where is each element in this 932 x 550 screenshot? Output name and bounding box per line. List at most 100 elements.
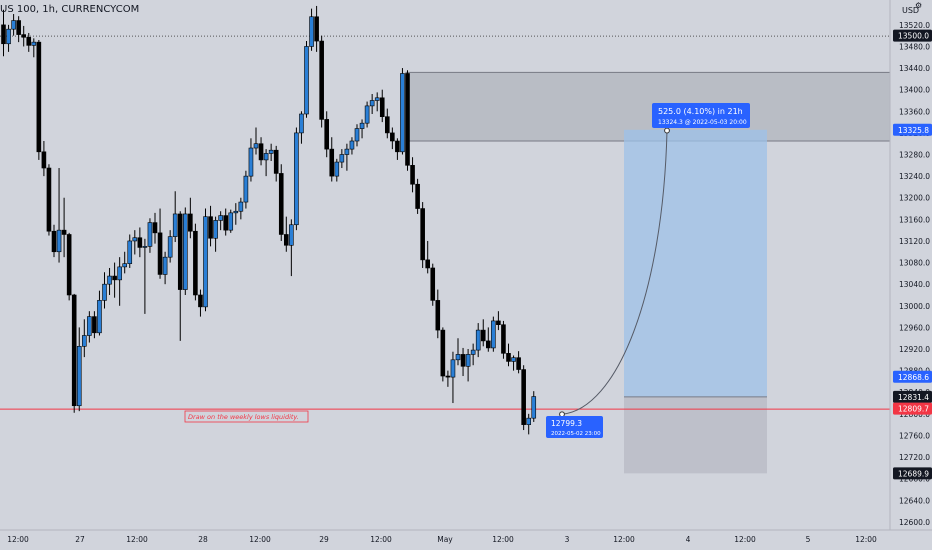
price-label-box xyxy=(893,29,932,42)
candle xyxy=(188,197,193,239)
candle-body xyxy=(450,359,456,378)
candle xyxy=(152,212,158,244)
candle xyxy=(97,290,102,336)
candle-body xyxy=(410,165,415,185)
candle xyxy=(56,168,62,263)
candle xyxy=(76,327,82,412)
candle-body xyxy=(31,41,37,46)
candle-body xyxy=(501,324,506,354)
price-label-stop: 12689.9 xyxy=(893,467,932,480)
candle-body xyxy=(460,354,466,367)
candle-body xyxy=(152,222,158,234)
candle-body xyxy=(455,354,461,361)
candle xyxy=(435,289,441,339)
candle xyxy=(253,127,259,155)
x-tick-label: 27 xyxy=(75,535,85,544)
price-label-level: 13500.0 xyxy=(893,29,932,42)
candle xyxy=(243,170,249,209)
candle-body xyxy=(218,215,223,221)
candle-body xyxy=(172,213,178,237)
candle xyxy=(1,9,6,57)
candle xyxy=(470,343,476,366)
candle xyxy=(87,311,92,343)
candle-body xyxy=(112,275,117,281)
candle xyxy=(213,216,218,252)
y-tick-label: 13280.0 xyxy=(899,151,930,160)
annotation-text: Draw on the weekly lows liquidity. xyxy=(188,413,299,421)
candle-body xyxy=(445,375,451,378)
candle-body xyxy=(213,220,218,239)
y-tick-label: 13120.0 xyxy=(899,237,930,246)
candle xyxy=(319,35,324,128)
candle-body xyxy=(157,232,163,275)
x-tick-label: 12:00 xyxy=(7,535,29,544)
candle xyxy=(374,92,380,112)
candle xyxy=(526,413,532,435)
candle xyxy=(359,119,365,139)
candle xyxy=(410,157,415,193)
candle xyxy=(71,293,77,413)
candle-body xyxy=(193,230,198,296)
price-label-liquidity: 12809.7 xyxy=(893,402,932,415)
candle-body xyxy=(309,16,314,47)
candle-body xyxy=(41,151,47,169)
y-tick-label: 13360.0 xyxy=(899,107,930,116)
x-tick-label: 12:00 xyxy=(734,535,756,544)
candle xyxy=(228,209,234,233)
price-label-text: 12868.6 xyxy=(898,373,929,382)
candle xyxy=(218,211,223,231)
candle-body xyxy=(147,222,153,247)
candle xyxy=(501,320,506,359)
candle xyxy=(460,347,466,377)
candle-body xyxy=(253,143,259,149)
candle xyxy=(11,14,16,36)
candle xyxy=(283,216,289,252)
projection-end-point xyxy=(664,127,670,134)
price-label-text: 12809.7 xyxy=(898,405,929,414)
candle-body xyxy=(6,28,11,45)
candles xyxy=(1,5,537,435)
candle-body xyxy=(76,346,82,407)
y-tick-label: 13440.0 xyxy=(899,64,930,73)
price-label-box xyxy=(893,467,932,480)
candle xyxy=(369,94,375,114)
candle-body xyxy=(127,240,133,264)
candle xyxy=(137,227,143,258)
scale-settings-icon[interactable]: ⚙ xyxy=(915,1,923,10)
candle xyxy=(122,251,127,274)
candle xyxy=(117,257,122,306)
y-tick-label: 13480.0 xyxy=(899,42,930,51)
candle xyxy=(273,145,279,182)
candle-body xyxy=(354,128,360,142)
candle xyxy=(405,70,410,171)
price-label-box xyxy=(893,123,932,136)
y-tick-label: 12720.0 xyxy=(899,453,930,462)
price-label-entry: 12868.6 xyxy=(893,370,932,383)
projection-curve xyxy=(561,130,668,415)
currency-label: USD xyxy=(902,6,920,15)
x-tick-label: 12:00 xyxy=(855,535,877,544)
price-label-box xyxy=(893,370,932,383)
y-tick-label: 13200.0 xyxy=(899,194,930,203)
candle xyxy=(324,111,330,158)
candle xyxy=(233,203,239,225)
candle-body xyxy=(11,20,16,30)
price-label-box xyxy=(893,402,932,415)
candle-body xyxy=(420,208,425,261)
candle-body xyxy=(46,167,52,232)
candle xyxy=(107,267,112,295)
candle-body xyxy=(137,237,143,248)
y-tick-label: 13240.0 xyxy=(899,172,930,181)
candle-body xyxy=(425,259,431,269)
candle-body xyxy=(51,230,57,253)
candle xyxy=(395,138,400,160)
candle-body xyxy=(56,229,62,253)
projection-start-label: 12799.3 2022-05-02 23:00 xyxy=(546,416,603,438)
candle-body xyxy=(203,216,208,308)
candle-body xyxy=(61,229,67,235)
candle-body xyxy=(102,283,107,301)
candle-body xyxy=(349,140,355,150)
candle-body xyxy=(364,105,370,124)
candle-body xyxy=(339,154,345,163)
